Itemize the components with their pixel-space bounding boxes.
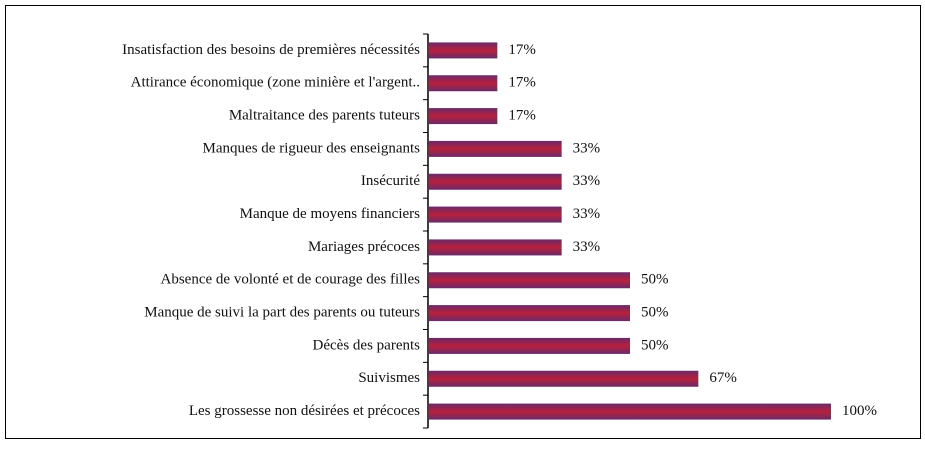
bar [429, 272, 630, 289]
value-label: 50% [641, 305, 669, 321]
value-label: 17% [508, 42, 535, 58]
category-label: Insécurité [361, 173, 420, 189]
bar [429, 239, 562, 256]
category-label: Manque de suivi la part des parents ou t… [144, 305, 420, 321]
bar [429, 403, 831, 420]
frame [5, 5, 921, 439]
value-label: 50% [641, 272, 669, 288]
category-label: Absence de volonté et de courage des fil… [161, 272, 421, 288]
category-label: Mariages précoces [308, 239, 420, 255]
value-label: 67% [709, 370, 737, 386]
bar [429, 206, 562, 223]
category-label: Décès des parents [313, 337, 421, 353]
category-label: Insatisfaction des besoins de premières … [122, 42, 420, 58]
value-label: 33% [573, 206, 601, 222]
bar [429, 370, 699, 387]
category-label: Les grossesse non désirées et précoces [189, 403, 420, 419]
category-label: Maltraitance des parents tuteurs [229, 108, 420, 124]
category-label: Attirance économique (zone minière et l'… [131, 75, 420, 91]
value-label: 50% [641, 337, 669, 353]
bar [429, 173, 562, 190]
value-label: 17% [508, 108, 535, 124]
value-label: 33% [573, 173, 601, 189]
value-label: 33% [573, 140, 601, 156]
category-label: Manque de moyens financiers [240, 206, 421, 222]
category-label: Suivismes [358, 370, 420, 386]
bar [429, 140, 562, 157]
value-label: 33% [573, 239, 601, 255]
value-label: 17% [508, 75, 535, 91]
value-label: 100% [842, 403, 877, 419]
bar [429, 75, 498, 92]
bar [429, 337, 630, 354]
bar [429, 305, 630, 322]
category-label: Manques de rigueur des enseignants [203, 140, 421, 156]
bar [429, 108, 498, 125]
bar [429, 42, 498, 59]
